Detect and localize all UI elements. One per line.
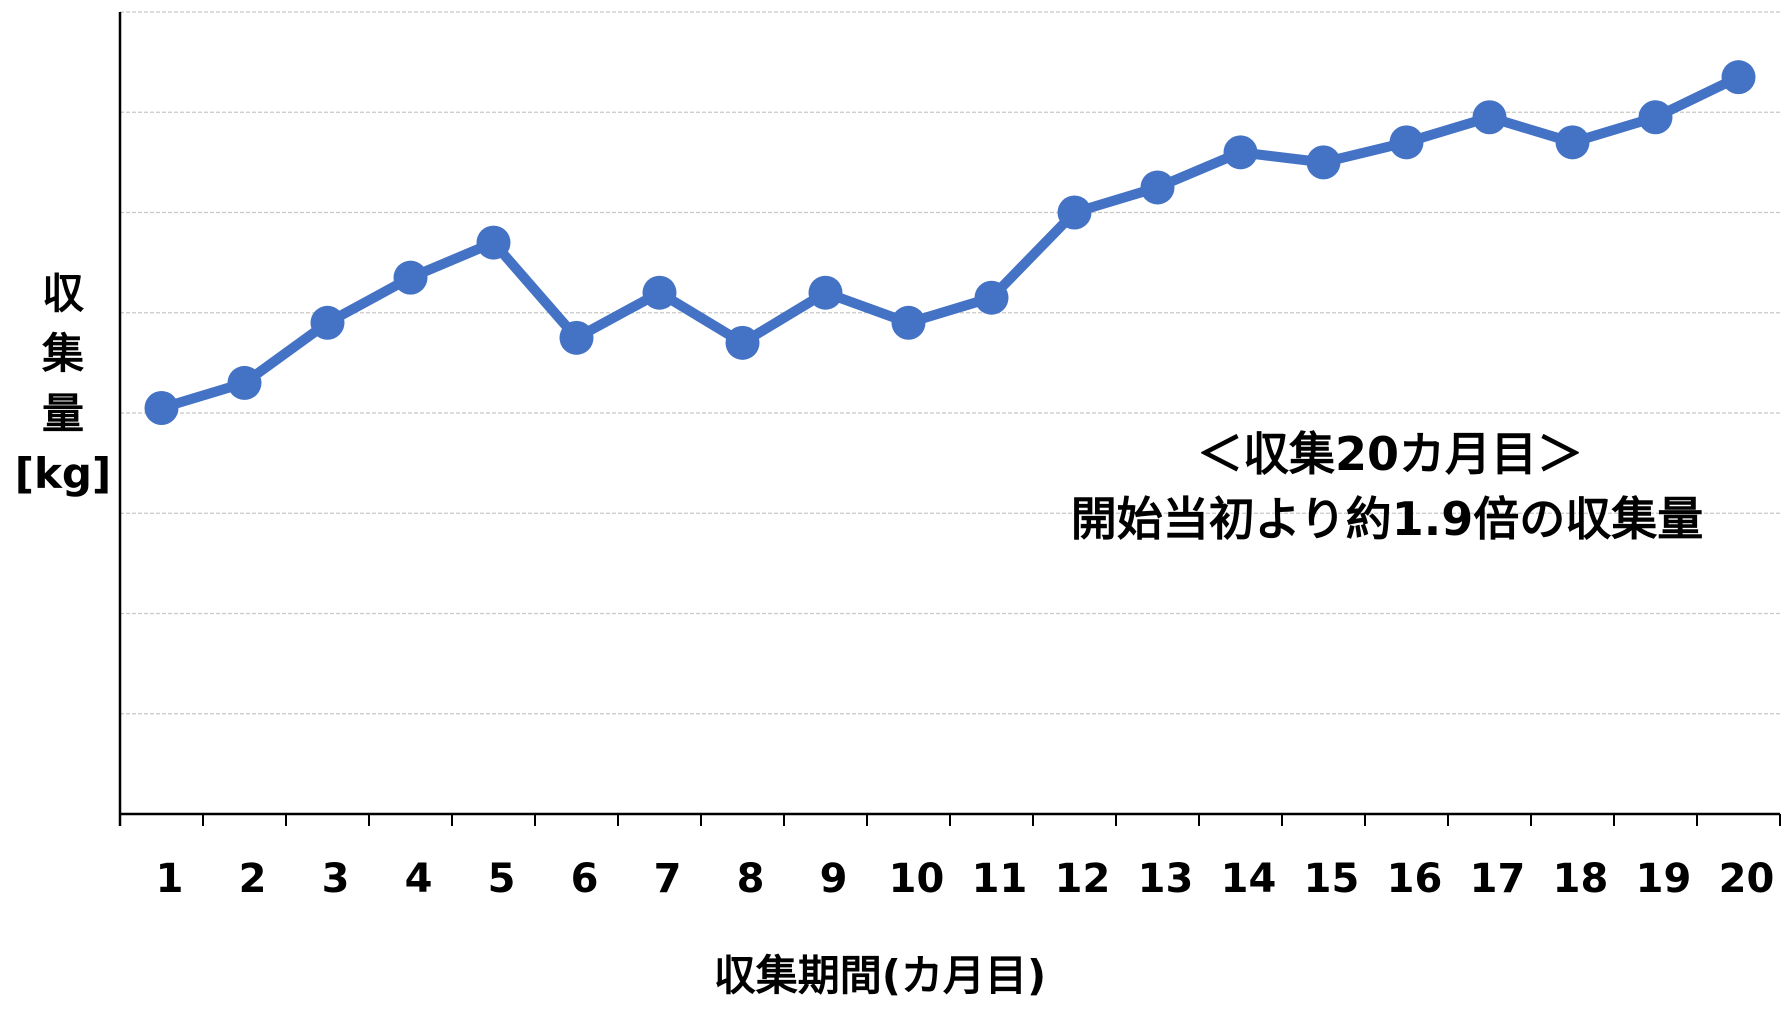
annotation: ＜収集20カ月目＞ 開始当初より約1.9倍の収集量 — [1071, 427, 1704, 546]
x-tick-label: 8 — [737, 856, 765, 902]
x-tick-label: 2 — [239, 856, 267, 902]
annotation-line: 開始当初より約1.9倍の収集量 — [1071, 492, 1704, 546]
y-axis-title-line: [kg] — [15, 449, 111, 498]
y-axis-title-line: 集 — [41, 329, 84, 378]
x-axis-ticks — [119, 814, 1781, 826]
data-point — [227, 365, 262, 400]
x-tick-label: 11 — [972, 856, 1028, 902]
x-tick-label: 5 — [488, 856, 516, 902]
x-tick-label: 15 — [1304, 856, 1360, 902]
series-group — [144, 60, 1756, 425]
x-tick-label: 16 — [1387, 856, 1443, 902]
data-point — [808, 275, 843, 310]
data-point — [1721, 60, 1756, 95]
x-tick-label: 6 — [571, 856, 599, 902]
x-tick-label: 3 — [322, 856, 350, 902]
x-tick-label: 13 — [1138, 856, 1194, 902]
x-tick-label: 4 — [405, 856, 433, 902]
data-point — [144, 390, 179, 425]
x-tick-label: 7 — [654, 856, 682, 902]
x-tick-label: 20 — [1719, 856, 1775, 902]
data-point — [559, 320, 594, 355]
x-tick-label: 12 — [1055, 856, 1111, 902]
y-axis-title: 収集量 [kg] — [15, 269, 111, 498]
data-point — [1638, 100, 1673, 135]
data-point — [642, 275, 677, 310]
x-axis-tick-labels: 1 2 3 4 5 6 7 8 9 10 11 12 13 14 15 16 17 18 19 20 — [156, 856, 1775, 902]
gridlines — [120, 11, 1780, 715]
data-point — [1057, 195, 1092, 230]
annotation-line: ＜収集20カ月目＞ — [1197, 427, 1583, 481]
data-point — [1555, 125, 1590, 160]
x-tick-label: 14 — [1221, 856, 1277, 902]
data-point — [393, 260, 428, 295]
data-point — [1140, 170, 1175, 205]
x-tick-label: 9 — [820, 856, 848, 902]
data-point — [1472, 100, 1507, 135]
data-point — [1389, 125, 1424, 160]
data-point — [310, 305, 345, 340]
data-point — [1306, 145, 1341, 180]
x-tick-label: 10 — [889, 856, 945, 902]
x-tick-label: 19 — [1636, 856, 1692, 902]
y-axis-title-line: 収 — [42, 269, 84, 318]
data-point — [476, 225, 511, 260]
x-tick-label: 18 — [1553, 856, 1609, 902]
data-point — [1223, 135, 1258, 170]
y-axis-title-line: 量 — [42, 389, 84, 438]
data-point — [891, 305, 926, 340]
x-tick-label: 17 — [1470, 856, 1526, 902]
x-tick-label: 1 — [156, 856, 184, 902]
data-point — [725, 325, 760, 360]
data-point — [974, 280, 1009, 315]
x-axis-title: 収集期間(カ月目) — [714, 951, 1046, 1000]
